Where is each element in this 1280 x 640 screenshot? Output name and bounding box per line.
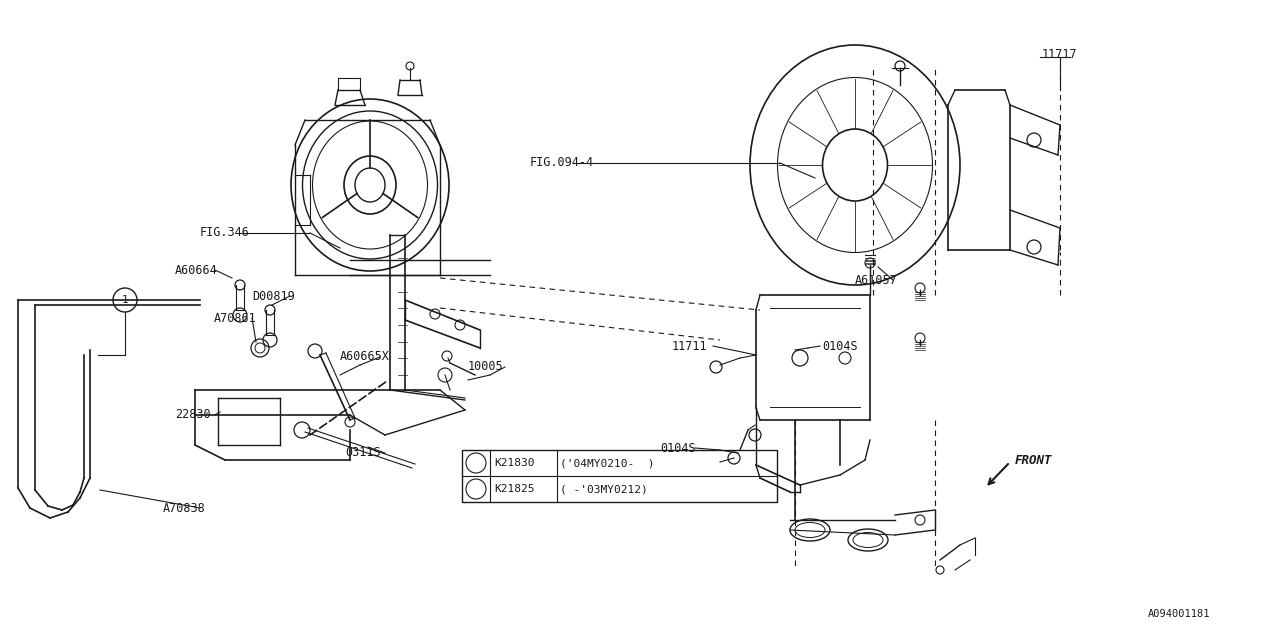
Text: ( -'03MY0212): ( -'03MY0212): [561, 484, 648, 494]
Text: ('04MY0210-  ): ('04MY0210- ): [561, 458, 654, 468]
Text: FIG.094-4: FIG.094-4: [530, 157, 594, 170]
Text: A60665X: A60665X: [340, 351, 390, 364]
Text: 11711: 11711: [672, 339, 708, 353]
Text: 10005: 10005: [468, 360, 503, 374]
Text: 0311S: 0311S: [346, 447, 380, 460]
Text: A60664: A60664: [175, 264, 218, 276]
Text: FIG.346: FIG.346: [200, 227, 250, 239]
Text: 22830: 22830: [175, 408, 211, 422]
Text: 0104S: 0104S: [660, 442, 695, 454]
Bar: [462, 450, 777, 502]
Text: 1: 1: [122, 295, 128, 305]
Text: K21830: K21830: [494, 458, 535, 468]
Text: A70861: A70861: [214, 312, 257, 324]
Text: K21825: K21825: [494, 484, 535, 494]
Text: 11717: 11717: [1042, 49, 1078, 61]
Text: FRONT: FRONT: [1015, 454, 1052, 467]
Text: A61057: A61057: [855, 273, 897, 287]
Text: 0104S: 0104S: [822, 339, 858, 353]
Text: A70838: A70838: [163, 502, 206, 515]
Text: D00819: D00819: [252, 289, 294, 303]
Text: A094001181: A094001181: [1148, 609, 1211, 619]
